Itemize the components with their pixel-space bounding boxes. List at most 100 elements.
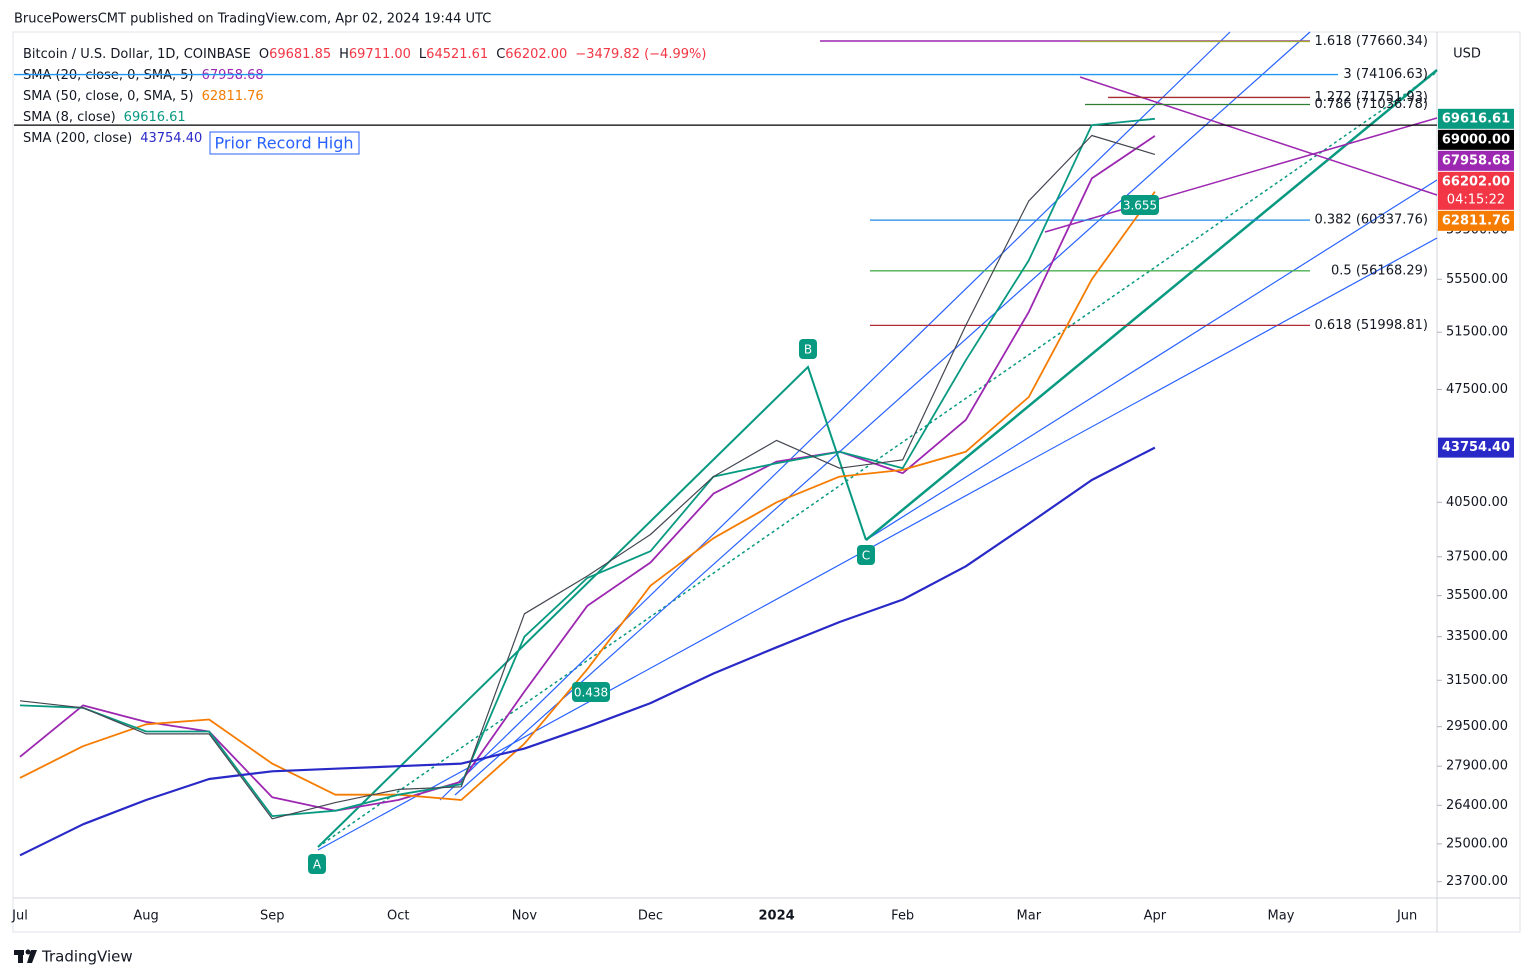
x-tick-label: Aug (133, 909, 158, 924)
price-tag (1438, 171, 1514, 210)
legend-name: SMA (200, close) (23, 131, 132, 146)
y-tick-label: 31500.00 (1446, 673, 1508, 688)
trendline (317, 237, 1438, 851)
legend: Bitcoin / U.S. Dollar, 1D, COINBASE O6968… (23, 47, 706, 146)
legend-value: 43754.40 (140, 131, 202, 146)
ohlc-key: C (496, 47, 505, 62)
symbol: Bitcoin / U.S. Dollar, 1D, COINBASE (23, 47, 251, 62)
legend-name: SMA (8, close) (23, 110, 116, 125)
x-tick-label: Nov (512, 909, 538, 924)
y-tick-label: 47500.00 (1446, 382, 1508, 397)
annotation-badge (572, 682, 610, 702)
ohlc-value: 69681.85 (269, 47, 331, 62)
legend-entry: SMA (8, close) 69616.61 (23, 110, 186, 125)
sma-line (19, 117, 1155, 817)
ohlc-value: 69711.00 (349, 47, 411, 62)
price-tag (1438, 129, 1514, 150)
y-tick-label: 35500.00 (1446, 588, 1508, 603)
y-tick-label: 23700.00 (1446, 874, 1508, 889)
header: BrucePowersCMT published on TradingView.… (14, 12, 491, 27)
price-tag (1438, 210, 1514, 231)
y-tick-label: 27900.00 (1446, 759, 1508, 774)
annotation-label: A (313, 858, 322, 872)
trendline (865, 69, 1438, 541)
y-tick-label: 26400.00 (1446, 798, 1508, 813)
price-tag-label: 43754.40 (1442, 440, 1510, 455)
legend-value: 69616.61 (124, 110, 186, 125)
legend-value: 62811.76 (202, 89, 264, 104)
annotation-badge (1121, 195, 1159, 215)
level-label: 0.382 (60337.76) (1314, 213, 1428, 228)
trendline (865, 179, 1438, 541)
x-tick-label: May (1268, 909, 1295, 924)
trendline (439, 31, 1231, 801)
currency: USD (1453, 47, 1481, 62)
x-tick-label: Feb (891, 909, 914, 924)
y-tick-label: 55500.00 (1446, 272, 1508, 287)
ohlc-key: O (259, 47, 269, 62)
level-label: 3 (74106.63) (1343, 67, 1428, 82)
legend-name: SMA (50, close, 0, SMA, 5) (23, 89, 194, 104)
y-tick-label: 33500.00 (1446, 629, 1508, 644)
annotation-badge (308, 854, 326, 874)
level-label: 0.618 (51998.81) (1314, 318, 1428, 333)
annotation-badge (799, 339, 817, 359)
level-label: 1.618 (77660.34) (1314, 34, 1428, 49)
sma-line (19, 446, 1156, 857)
trendline (454, 31, 1311, 796)
x-tick-label: Sep (260, 909, 285, 924)
annotation-label: C (862, 549, 870, 563)
logo-mark (18, 950, 23, 963)
y-tick-label: 37500.00 (1446, 549, 1508, 564)
trendlines (317, 31, 1438, 851)
frame (12, 31, 1521, 933)
x-tick-label: Jul (11, 909, 28, 924)
legend-entry: SMA (200, close) 43754.40 (23, 131, 202, 146)
annotation-label: 0.438 (574, 686, 608, 700)
trendline (1079, 76, 1438, 196)
logo-mark (25, 949, 31, 955)
note: Prior Record High (215, 134, 354, 153)
price-tag-label: 67958.68 (1442, 153, 1510, 168)
legend-symbol: Bitcoin / U.S. Dollar, 1D, COINBASE O6968… (23, 47, 706, 62)
annotation-label: B (804, 343, 812, 357)
legend-entry: SMA (50, close, 0, SMA, 5) 62811.76 (23, 89, 264, 104)
ohlc-key: H (339, 47, 349, 62)
logo: TradingView (14, 948, 133, 966)
price-tag (1438, 437, 1514, 458)
note-box (209, 131, 360, 155)
price-tag-label: 66202.00 (1442, 174, 1510, 189)
x-tick-label: 2024 (759, 909, 795, 924)
y-tick-label: 40500.00 (1446, 495, 1508, 510)
price-tag-label: 69616.61 (1442, 111, 1510, 126)
ohlc-value: 66202.00 (505, 47, 567, 62)
dotted-trendline (317, 71, 1438, 848)
level-label: 0.5 (56168.29) (1331, 263, 1428, 278)
price-line (19, 134, 1156, 820)
ohlc-key: L (419, 47, 427, 62)
logo-mark (27, 950, 37, 963)
level-label: 1.272 (71751.93) (1314, 90, 1428, 105)
price-tag-label: 62811.76 (1442, 213, 1510, 228)
y-tick-label: 51500.00 (1446, 325, 1508, 340)
sma-line (19, 191, 1156, 801)
ohlc-value: 64521.61 (426, 47, 488, 62)
annotation-badge (857, 545, 875, 565)
annotation-label: 3.655 (1123, 199, 1157, 213)
trendline (1044, 117, 1438, 233)
x-tick-label: Apr (1144, 909, 1167, 924)
x-tick-label: Oct (387, 909, 409, 924)
price-tag-countdown: 04:15:22 (1447, 192, 1505, 207)
x-tick-label: Mar (1017, 909, 1042, 924)
level-label: 0.786 (71036.78) (1314, 97, 1428, 112)
abc-pattern (317, 365, 867, 848)
price-tag (1438, 150, 1514, 171)
price-tag (1438, 108, 1514, 129)
footer-brand: TradingView (41, 948, 133, 966)
change: −3479.82 (−4.99%) (575, 47, 706, 62)
x-tick-label: Jun (1396, 909, 1417, 924)
x-tick-label: Dec (638, 909, 663, 924)
y-tick-label: 25000.00 (1446, 836, 1508, 851)
